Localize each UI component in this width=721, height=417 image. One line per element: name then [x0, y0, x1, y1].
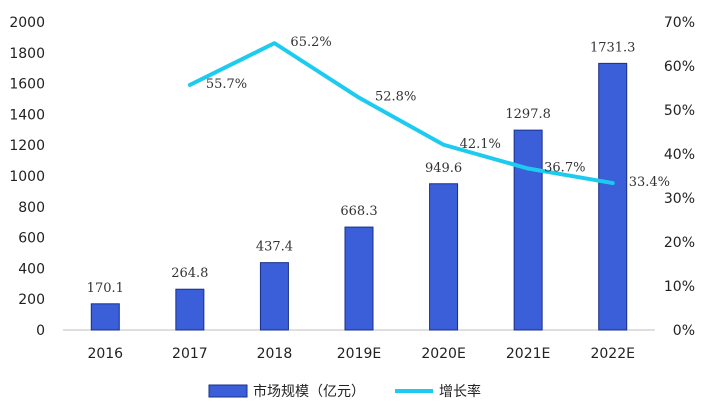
x-tick-label: 2020E — [421, 346, 465, 362]
y-tick-label: 1200 — [9, 138, 45, 154]
line-value-label: 52.8% — [375, 90, 416, 105]
bar — [344, 226, 374, 331]
legend: 市场规模（亿元） 增长率 — [208, 383, 481, 400]
x-tick-label: 2018 — [257, 346, 293, 362]
left-axis-ticks: 0 200 400 600 800 1000 1200 1400 1600 1800 2000 — [9, 15, 45, 339]
bar-value-label: 264.8 — [171, 266, 208, 281]
y-tick-label: 1400 — [9, 107, 45, 123]
line-value-label: 33.4% — [629, 175, 670, 190]
right-axis-ticks: 0% 10% 20% 30% 40% 50% 60% 70% — [664, 15, 695, 339]
bar-value-label: 1297.8 — [505, 107, 551, 122]
y-tick-label: 600 — [18, 231, 45, 247]
line-data-labels: 55.7% 65.2% 52.8% 42.1% 36.7% 33.4% — [206, 35, 670, 190]
y-tick-label: 0 — [36, 323, 45, 339]
y-tick-label: 1600 — [9, 77, 45, 93]
y2-tick-label: 0% — [673, 323, 695, 339]
y2-tick-label: 10% — [664, 279, 695, 295]
legend-bar-label: 市场规模（亿元） — [253, 383, 365, 400]
bar — [259, 262, 289, 331]
bar-value-label: 1731.3 — [590, 40, 636, 55]
y2-tick-label: 40% — [664, 147, 695, 163]
x-tick-label: 2019E — [337, 346, 381, 362]
bar-data-labels: 170.1 264.8 437.4 668.3 949.6 1297.8 1731.3 — [87, 40, 636, 295]
legend-line-label: 增长率 — [439, 383, 481, 400]
bar — [598, 62, 628, 331]
y-tick-label: 400 — [18, 261, 45, 277]
y-tick-label: 2000 — [9, 15, 45, 31]
y-tick-label: 1800 — [9, 46, 45, 62]
x-axis-ticks: 2016 2017 2018 2019E 2020E 2021E 2022E — [87, 346, 634, 362]
y2-tick-label: 60% — [664, 59, 695, 75]
bar — [429, 183, 459, 331]
bar — [175, 288, 205, 331]
y-tick-label: 1000 — [9, 169, 45, 185]
legend-bar-swatch — [208, 384, 248, 398]
y-tick-label: 800 — [18, 200, 45, 216]
line-value-label: 36.7% — [544, 161, 585, 176]
bar — [90, 303, 120, 331]
y-tick-label: 200 — [18, 292, 45, 308]
bar — [513, 129, 543, 331]
bar-value-label: 949.6 — [425, 161, 462, 176]
line-value-label: 65.2% — [290, 35, 331, 50]
bar-value-label: 668.3 — [340, 204, 377, 219]
x-tick-label: 2021E — [506, 346, 550, 362]
bar-value-label: 170.1 — [87, 281, 124, 296]
x-tick-label: 2022E — [590, 346, 634, 362]
x-tick-label: 2016 — [87, 346, 123, 362]
growth-rate-line — [187, 41, 615, 186]
bar-series — [90, 62, 628, 331]
y2-tick-label: 50% — [664, 103, 695, 119]
line-value-label: 42.1% — [460, 137, 501, 152]
y2-tick-label: 70% — [664, 15, 695, 31]
y2-tick-label: 20% — [664, 235, 695, 251]
y2-tick-label: 30% — [664, 191, 695, 207]
line-value-label: 55.7% — [206, 77, 247, 92]
bar-value-label: 437.4 — [256, 240, 293, 255]
x-tick-label: 2017 — [172, 346, 208, 362]
